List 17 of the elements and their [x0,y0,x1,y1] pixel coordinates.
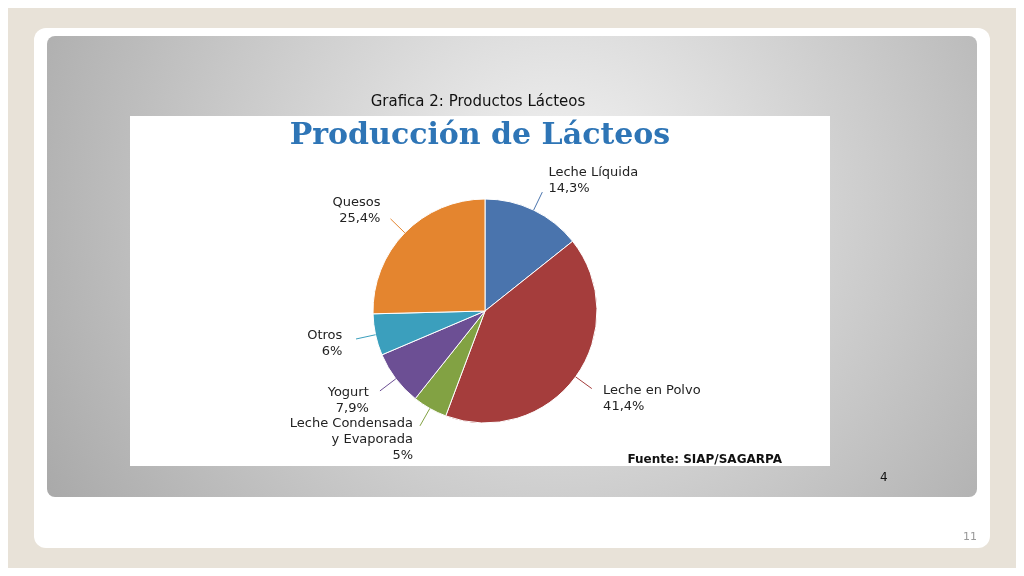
data-label: 7,9% [335,400,369,416]
data-label: 6% [321,342,343,358]
chart-title: Grafica 2: Productos Lácteos [369,92,587,110]
text: 11 [963,530,977,543]
slice-label: Leche en Polvo [603,381,701,397]
text: 4 [880,470,888,484]
data-label: 41,4% [603,397,645,413]
source-note: Fuente: SIAP/SAGARPA [627,452,782,466]
data-label: 5% [392,447,414,463]
chart-subtitle: Producción de Lácteos [288,116,672,153]
data-label: 25,4% [339,210,381,226]
slice-label: Yogurt [326,384,369,400]
slice-label: Leche Condensada y Evaporada [289,415,414,447]
data-label: 14,3% [548,180,590,196]
slice-label: Quesos [332,194,381,210]
slice-label: Otros [307,326,343,342]
slice-label: Leche Líquida [548,164,639,180]
